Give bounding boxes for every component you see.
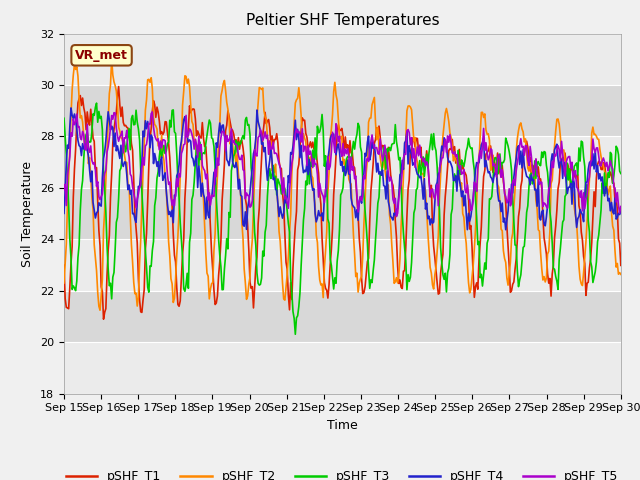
- Line: pSHF_T2: pSHF_T2: [64, 59, 621, 310]
- pSHF_T1: [236, 146, 243, 152]
- Line: pSHF_T1: pSHF_T1: [64, 86, 621, 319]
- Bar: [64, 85, 621, 136]
- Legend: pSHF_T1, pSHF_T2, pSHF_T3, pSHF_T4, pSHF_T5: pSHF_T1, pSHF_T2, pSHF_T3, pSHF_T4, pSHF…: [61, 465, 624, 480]
- pSHF_T5: [60, 187, 68, 192]
- Text: VR_met: VR_met: [75, 49, 128, 62]
- pSHF_T5: [296, 132, 304, 138]
- pSHF_T3: [93, 100, 100, 106]
- Bar: [64, 34, 621, 85]
- Bar: [64, 136, 621, 188]
- pSHF_T3: [374, 200, 381, 206]
- pSHF_T1: [100, 316, 108, 322]
- pSHF_T3: [472, 196, 479, 202]
- pSHF_T5: [568, 159, 576, 165]
- pSHF_T5: [401, 151, 408, 157]
- pSHF_T1: [401, 268, 408, 274]
- pSHF_T2: [401, 147, 408, 153]
- pSHF_T2: [374, 125, 381, 131]
- pSHF_T4: [502, 227, 509, 233]
- pSHF_T1: [568, 167, 576, 173]
- Line: pSHF_T5: pSHF_T5: [64, 112, 621, 216]
- Y-axis label: Soil Temperature: Soil Temperature: [22, 161, 35, 266]
- pSHF_T3: [617, 171, 625, 177]
- pSHF_T2: [60, 280, 68, 286]
- Title: Peltier SHF Temperatures: Peltier SHF Temperatures: [246, 13, 439, 28]
- pSHF_T2: [108, 56, 115, 62]
- pSHF_T2: [617, 272, 625, 277]
- Line: pSHF_T3: pSHF_T3: [64, 103, 621, 334]
- Line: pSHF_T4: pSHF_T4: [64, 108, 621, 230]
- pSHF_T1: [115, 84, 122, 89]
- pSHF_T4: [470, 181, 478, 187]
- pSHF_T5: [617, 204, 625, 209]
- pSHF_T4: [296, 155, 304, 161]
- pSHF_T5: [148, 109, 156, 115]
- pSHF_T5: [234, 152, 242, 158]
- pSHF_T4: [234, 186, 242, 192]
- pSHF_T4: [617, 208, 625, 214]
- X-axis label: Time: Time: [327, 419, 358, 432]
- pSHF_T1: [617, 263, 625, 268]
- pSHF_T4: [60, 210, 68, 216]
- pSHF_T3: [401, 245, 408, 251]
- Bar: [64, 342, 621, 394]
- pSHF_T5: [373, 144, 381, 150]
- pSHF_T1: [374, 129, 381, 135]
- pSHF_T4: [399, 167, 407, 172]
- pSHF_T1: [472, 284, 479, 289]
- pSHF_T1: [298, 128, 305, 133]
- pSHF_T3: [60, 115, 68, 121]
- pSHF_T4: [373, 169, 381, 175]
- pSHF_T3: [568, 180, 576, 185]
- pSHF_T2: [472, 227, 479, 232]
- pSHF_T5: [472, 181, 479, 187]
- pSHF_T4: [568, 201, 576, 207]
- Bar: [64, 188, 621, 240]
- pSHF_T4: [67, 105, 75, 111]
- pSHF_T5: [392, 214, 400, 219]
- pSHF_T3: [298, 263, 305, 268]
- Bar: [64, 240, 621, 291]
- pSHF_T2: [298, 113, 305, 119]
- pSHF_T3: [291, 331, 299, 337]
- pSHF_T1: [60, 262, 68, 268]
- pSHF_T2: [236, 182, 243, 188]
- Bar: [64, 291, 621, 342]
- pSHF_T2: [96, 307, 104, 313]
- pSHF_T3: [234, 139, 242, 145]
- pSHF_T2: [568, 186, 576, 192]
